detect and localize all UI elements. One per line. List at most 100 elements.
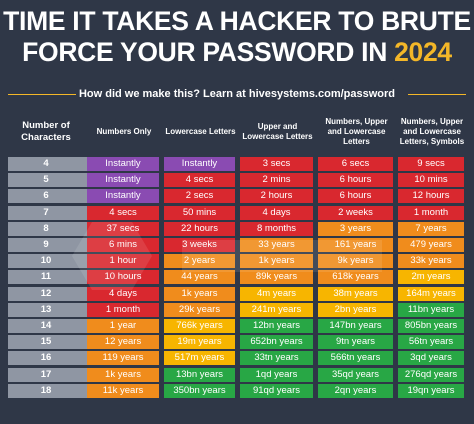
row-label-characters: 15 [40, 336, 52, 347]
table-cell: 4m years [240, 287, 313, 301]
row-label-bg [8, 254, 87, 268]
table-cell: 618k years [318, 270, 393, 284]
row-label-bg [8, 238, 87, 252]
row-label-bg [8, 303, 87, 317]
title-line-1: TIME IT TAKES A HACKER TO BRUTE [3, 6, 471, 36]
table-cell: 479 years [398, 238, 464, 252]
row-label-bg [8, 173, 87, 187]
row-label-characters: 11 [40, 271, 52, 282]
table-cell: 12 years [87, 335, 159, 349]
row-label-characters: 9 [43, 239, 49, 250]
row-label-bg [8, 206, 87, 220]
title-year: 2024 [394, 37, 452, 67]
table-cell: 3 weeks [164, 238, 235, 252]
row-label-characters: 6 [43, 190, 49, 201]
table-cell: 33 years [240, 238, 313, 252]
table-cell: 1 year [87, 319, 159, 333]
table-cell: 7 years [398, 222, 464, 236]
table-cell: 29k years [164, 303, 235, 317]
table-cell: 2 hours [240, 189, 313, 203]
table-cell: 3 secs [240, 157, 313, 171]
table-cell: 10 mins [398, 173, 464, 187]
row-label-characters: 13 [40, 304, 52, 315]
table-cell: 1k years [240, 254, 313, 268]
table-cell: 164m years [398, 287, 464, 301]
table-cell: 1k years [87, 368, 159, 382]
table-cell: 11k years [87, 384, 159, 398]
table-cell: 91qd years [240, 384, 313, 398]
table-cell: 38m years [318, 287, 393, 301]
row-label-characters: 10 [40, 255, 52, 266]
table-cell: 241m years [240, 303, 313, 317]
title-line-2-text: FORCE YOUR PASSWORD IN [22, 37, 395, 67]
table-cell: 1k years [164, 287, 235, 301]
table-cell: 9tn years [318, 335, 393, 349]
row-label-bg [8, 384, 87, 398]
column-header-2: Lowercase Letters [165, 127, 236, 136]
row-label-characters: 16 [40, 352, 52, 363]
table-cell: 1 month [398, 206, 464, 220]
table-cell: 1 hour [87, 254, 159, 268]
table-cell: 4 secs [87, 206, 159, 220]
table-cell: 3 years [318, 222, 393, 236]
table-cell: 33k years [398, 254, 464, 268]
table-cell: 4 days [87, 287, 159, 301]
table-cell: 6 hours [318, 173, 393, 187]
divider-right [408, 94, 466, 95]
table-cell: 19m years [164, 335, 235, 349]
table-cell: 652bn years [240, 335, 313, 349]
table-cell: 44 years [164, 270, 235, 284]
row-label-bg [8, 270, 87, 284]
table-cell: 19qn years [398, 384, 464, 398]
table-cell: 12 hours [398, 189, 464, 203]
table-cell: 35qd years [318, 368, 393, 382]
table-cell: 6 hours [318, 189, 393, 203]
title-line-2: FORCE YOUR PASSWORD IN 2024 [0, 37, 474, 68]
table-cell: 11bn years [398, 303, 464, 317]
table-cell: 2 secs [164, 189, 235, 203]
table-cell: 2qn years [318, 384, 393, 398]
row-label-characters: 7 [43, 207, 49, 218]
table-cell: 13bn years [164, 368, 235, 382]
row-label-bg [8, 319, 87, 333]
row-label-bg [8, 335, 87, 349]
column-header-0: Number of Characters [21, 120, 71, 143]
row-label-characters: 18 [40, 385, 52, 396]
subtitle-link[interactable]: How did we make this? Learn at hivesyste… [78, 88, 396, 100]
table-cell: 2 years [164, 254, 235, 268]
table-cell: 2 mins [240, 173, 313, 187]
table-cell: 12bn years [240, 319, 313, 333]
table-cell: 350bn years [164, 384, 235, 398]
table-cell: 2bn years [318, 303, 393, 317]
table-cell: 6 mins [87, 238, 159, 252]
table-cell: Instantly [87, 173, 159, 187]
table-cell: 161 years [318, 238, 393, 252]
table-cell: 50 mins [164, 206, 235, 220]
row-label-bg [8, 287, 87, 301]
table-cell: 22 hours [164, 222, 235, 236]
column-header-4: Numbers, Upper and Lowercase Letters [325, 117, 388, 146]
column-header-5: Numbers, Upper and Lowercase Letters, Sy… [399, 117, 465, 146]
table-cell: 89k years [240, 270, 313, 284]
table-cell: 766k years [164, 319, 235, 333]
column-header-3: Upper and Lowercase Letters [242, 122, 313, 141]
row-label-bg [8, 222, 87, 236]
table-cell: 4 secs [164, 173, 235, 187]
table-cell: 119 years [87, 351, 159, 365]
row-label-bg [8, 351, 87, 365]
table-cell: 9 secs [398, 157, 464, 171]
table-cell: 10 hours [87, 270, 159, 284]
row-label-characters: 8 [43, 223, 49, 234]
divider-left [8, 94, 76, 95]
table-cell: 56tn years [398, 335, 464, 349]
page-title: TIME IT TAKES A HACKER TO BRUTE FORCE YO… [0, 6, 474, 68]
row-label-bg [8, 157, 87, 171]
row-label-characters: 4 [43, 158, 49, 169]
row-label-characters: 12 [40, 288, 52, 299]
table-cell: 147bn years [318, 319, 393, 333]
table-cell: Instantly [87, 189, 159, 203]
row-label-characters: 5 [43, 174, 49, 185]
table-cell: Instantly [87, 157, 159, 171]
column-header-1: Numbers Only [96, 127, 152, 136]
